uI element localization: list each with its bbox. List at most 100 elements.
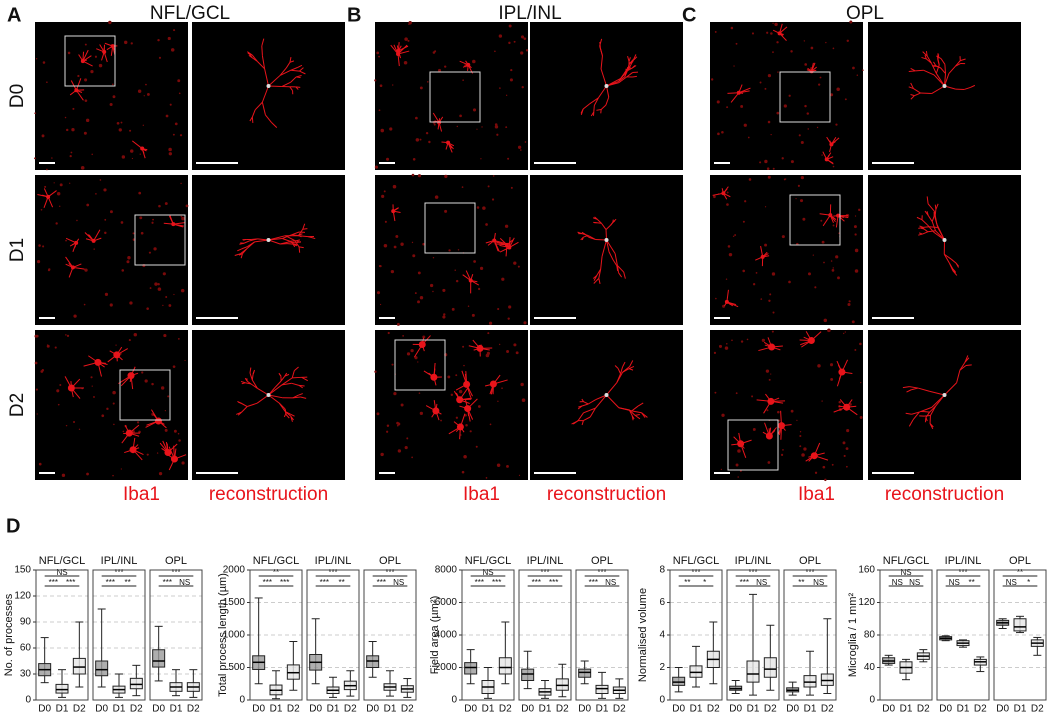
speck <box>844 98 847 101</box>
speck <box>488 321 493 325</box>
speck <box>764 243 768 247</box>
process <box>767 337 773 348</box>
process <box>121 432 130 444</box>
speck <box>146 307 149 310</box>
process <box>956 370 961 383</box>
speck <box>59 383 62 386</box>
speck <box>415 116 418 120</box>
process <box>831 137 840 145</box>
speck <box>774 22 778 27</box>
soma <box>942 238 947 242</box>
speck <box>442 315 446 319</box>
speck <box>496 133 499 136</box>
facet-title: IPL/INL <box>735 555 772 567</box>
significance: *** <box>805 568 814 577</box>
significance: *** <box>597 568 606 577</box>
speck <box>116 121 120 125</box>
process <box>423 370 435 378</box>
process <box>910 67 916 72</box>
speck <box>760 298 763 300</box>
speck <box>36 413 38 415</box>
speck <box>422 335 426 339</box>
significance: *** <box>540 568 549 577</box>
process <box>632 56 638 62</box>
significance: NS <box>813 578 824 587</box>
speck <box>491 198 495 201</box>
speck <box>121 269 125 272</box>
speck <box>726 191 729 194</box>
speck <box>403 60 408 65</box>
x-tick-label: D2 <box>1031 704 1044 715</box>
x-tick-label: D2 <box>401 704 414 715</box>
process <box>606 394 620 409</box>
speck <box>477 287 481 291</box>
speck <box>168 147 172 152</box>
speck <box>835 255 839 259</box>
speck <box>743 123 747 127</box>
speck <box>513 343 517 347</box>
process <box>264 68 269 87</box>
speck <box>160 386 165 390</box>
speck <box>731 339 733 342</box>
speck <box>417 174 422 178</box>
y-tick-label: 1500 <box>223 597 246 608</box>
speck <box>803 447 807 451</box>
significance: *** <box>263 578 272 587</box>
process <box>813 442 821 456</box>
speck <box>152 218 154 221</box>
process <box>455 383 467 391</box>
process <box>970 84 976 88</box>
x-tick-label: D0 <box>786 704 799 715</box>
process <box>929 226 938 229</box>
speck <box>389 127 393 131</box>
process <box>616 373 621 383</box>
speck <box>99 179 102 181</box>
process <box>275 380 282 388</box>
speck <box>799 199 804 203</box>
speck <box>475 445 478 448</box>
process <box>933 61 937 66</box>
speck <box>41 134 45 138</box>
speck <box>130 149 134 153</box>
speck <box>374 370 377 373</box>
speck <box>108 20 112 25</box>
speck <box>800 140 804 145</box>
process <box>805 455 815 462</box>
speck <box>783 178 786 181</box>
soma <box>604 84 609 88</box>
significance: *** <box>740 578 749 587</box>
speck <box>90 70 94 74</box>
process <box>780 410 782 426</box>
row-label: D2 <box>7 393 28 417</box>
process <box>806 69 812 72</box>
speck <box>410 349 414 353</box>
speck <box>414 356 418 360</box>
process <box>421 337 425 345</box>
microglia <box>712 175 861 324</box>
process <box>918 232 923 235</box>
process <box>936 224 945 241</box>
speck <box>442 288 446 293</box>
process <box>173 222 185 225</box>
box <box>555 678 569 691</box>
process <box>626 72 633 78</box>
speck <box>854 215 857 217</box>
speck <box>498 34 503 38</box>
speck <box>67 51 71 55</box>
speck <box>848 300 851 303</box>
process <box>948 65 956 74</box>
speck <box>83 131 87 135</box>
speck <box>767 120 771 124</box>
speck <box>821 154 823 156</box>
speck <box>845 447 849 450</box>
process <box>583 407 596 414</box>
process <box>822 151 828 160</box>
x-tick-label: D1 <box>804 704 817 715</box>
process <box>722 193 728 200</box>
process <box>294 240 300 248</box>
significance: *** <box>66 578 75 587</box>
process <box>393 210 401 213</box>
speck <box>827 328 831 333</box>
process <box>130 375 134 390</box>
speck <box>814 286 817 289</box>
